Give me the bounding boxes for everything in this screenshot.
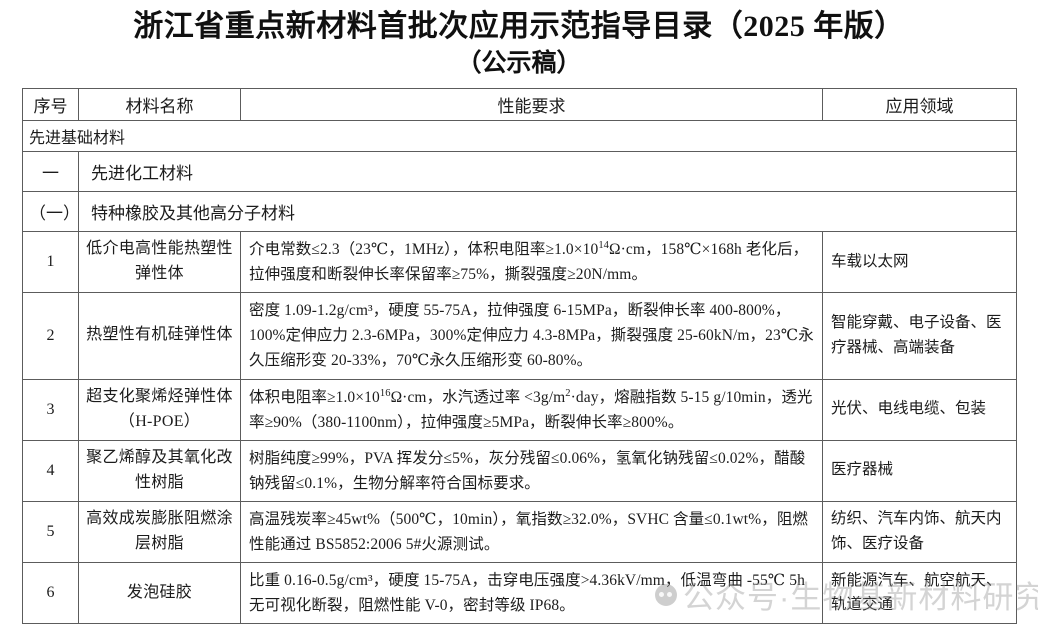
column-header-field: 应用领域 bbox=[822, 88, 1017, 121]
table-row: 4 聚乙烯醇及其氧化改性树脂 树脂纯度≥99%，PVA 挥发分≤5%，灰分残留≤0.… bbox=[22, 439, 1017, 502]
group-row: 一 先进化工材料 bbox=[22, 151, 1017, 192]
row-number: 5 bbox=[22, 500, 79, 564]
material-name: 高效成炭膨胀阻燃涂层树脂 bbox=[78, 500, 241, 564]
application-field: 智能穿戴、电子设备、医疗器械、高端装备 bbox=[822, 292, 1017, 380]
subgroup-row: （一） 特种橡胶及其他高分子材料 bbox=[22, 191, 1017, 232]
catalog-table-wrapper: 序号 材料名称 性能要求 应用领域 先进基础材料 一 先进化工材料 （一） 特种… bbox=[22, 88, 1017, 625]
column-header-performance: 性能要求 bbox=[240, 88, 823, 121]
material-name: 发泡硅胶 bbox=[78, 562, 241, 625]
section-label: 先进基础材料 bbox=[22, 120, 1017, 152]
table-row: 2 热塑性有机硅弹性体 密度 1.09-1.2g/cm³，硬度 55-75A，拉伸强… bbox=[22, 292, 1017, 380]
table-body: 1 低介电高性能热塑性弹性体 介电常数≤2.3（23℃，1MHz），体积电阻率≥1.… bbox=[22, 230, 1017, 625]
row-number: 3 bbox=[22, 378, 79, 441]
row-number: 6 bbox=[22, 562, 79, 625]
group-label: 先进化工材料 bbox=[78, 151, 1017, 192]
performance-requirements: 介电常数≤2.3（23℃，1MHz），体积电阻率≥1.0×1014Ω·cm，15… bbox=[240, 230, 823, 294]
subgroup-number: （一） bbox=[22, 191, 80, 232]
material-name: 超支化聚烯烃弹性体（H-POE） bbox=[78, 378, 241, 441]
material-name: 热塑性有机硅弹性体 bbox=[78, 292, 241, 380]
catalog-table: 序号 材料名称 性能要求 应用领域 先进基础材料 一 先进化工材料 （一） 特种… bbox=[22, 88, 1017, 625]
performance-requirements: 密度 1.09-1.2g/cm³，硬度 55-75A，拉伸强度 6-15MPa，… bbox=[240, 292, 823, 380]
title-block: 浙江省重点新材料首批次应用示范指导目录（2025 年版） （公示稿） bbox=[0, 0, 1038, 79]
row-number: 4 bbox=[22, 439, 79, 502]
material-name: 聚乙烯醇及其氧化改性树脂 bbox=[78, 439, 241, 502]
material-name: 低介电高性能热塑性弹性体 bbox=[78, 230, 241, 294]
application-field: 新能源汽车、航空航天、轨道交通 bbox=[822, 562, 1017, 625]
page-title: 浙江省重点新材料首批次应用示范指导目录（2025 年版） bbox=[133, 10, 905, 43]
table-row: 5 高效成炭膨胀阻燃涂层树脂 高温残炭率≥45wt%（500℃，10min），氧指数… bbox=[22, 500, 1017, 564]
performance-requirements: 高温残炭率≥45wt%（500℃，10min），氧指数≥32.0%，SVHC 含… bbox=[240, 500, 823, 564]
section-row: 先进基础材料 bbox=[22, 120, 1017, 152]
table-row: 6 发泡硅胶 比重 0.16-0.5g/cm³，硬度 15-75A，击穿电压强度>4… bbox=[22, 562, 1017, 625]
group-number: 一 bbox=[22, 151, 79, 192]
performance-requirements: 体积电阻率≥1.0×1016Ω·cm，水汽透过率 <3g/m2·day，熔融指数… bbox=[240, 378, 823, 441]
table-header-row: 序号 材料名称 性能要求 应用领域 bbox=[22, 88, 1017, 121]
application-field: 光伏、电线电缆、包装 bbox=[822, 378, 1017, 441]
page-subtitle: （公示稿） bbox=[456, 49, 582, 77]
row-number: 1 bbox=[22, 230, 79, 294]
performance-requirements: 比重 0.16-0.5g/cm³，硬度 15-75A，击穿电压强度>4.36kV… bbox=[240, 562, 823, 625]
column-header-name: 材料名称 bbox=[78, 88, 241, 121]
table-row: 3 超支化聚烯烃弹性体（H-POE） 体积电阻率≥1.0×1016Ω·cm，水汽透过… bbox=[22, 378, 1017, 441]
column-header-num: 序号 bbox=[22, 88, 79, 121]
row-number: 2 bbox=[22, 292, 79, 380]
application-field: 医疗器械 bbox=[822, 439, 1017, 502]
application-field: 纺织、汽车内饰、航天内饰、医疗设备 bbox=[822, 500, 1017, 564]
performance-requirements: 树脂纯度≥99%，PVA 挥发分≤5%，灰分残留≤0.06%，氢氧化钠残留≤0.… bbox=[240, 439, 823, 502]
subgroup-label: 特种橡胶及其他高分子材料 bbox=[78, 191, 1017, 232]
application-field: 车载以太网 bbox=[822, 230, 1017, 294]
table-row: 1 低介电高性能热塑性弹性体 介电常数≤2.3（23℃，1MHz），体积电阻率≥1.… bbox=[22, 230, 1017, 294]
